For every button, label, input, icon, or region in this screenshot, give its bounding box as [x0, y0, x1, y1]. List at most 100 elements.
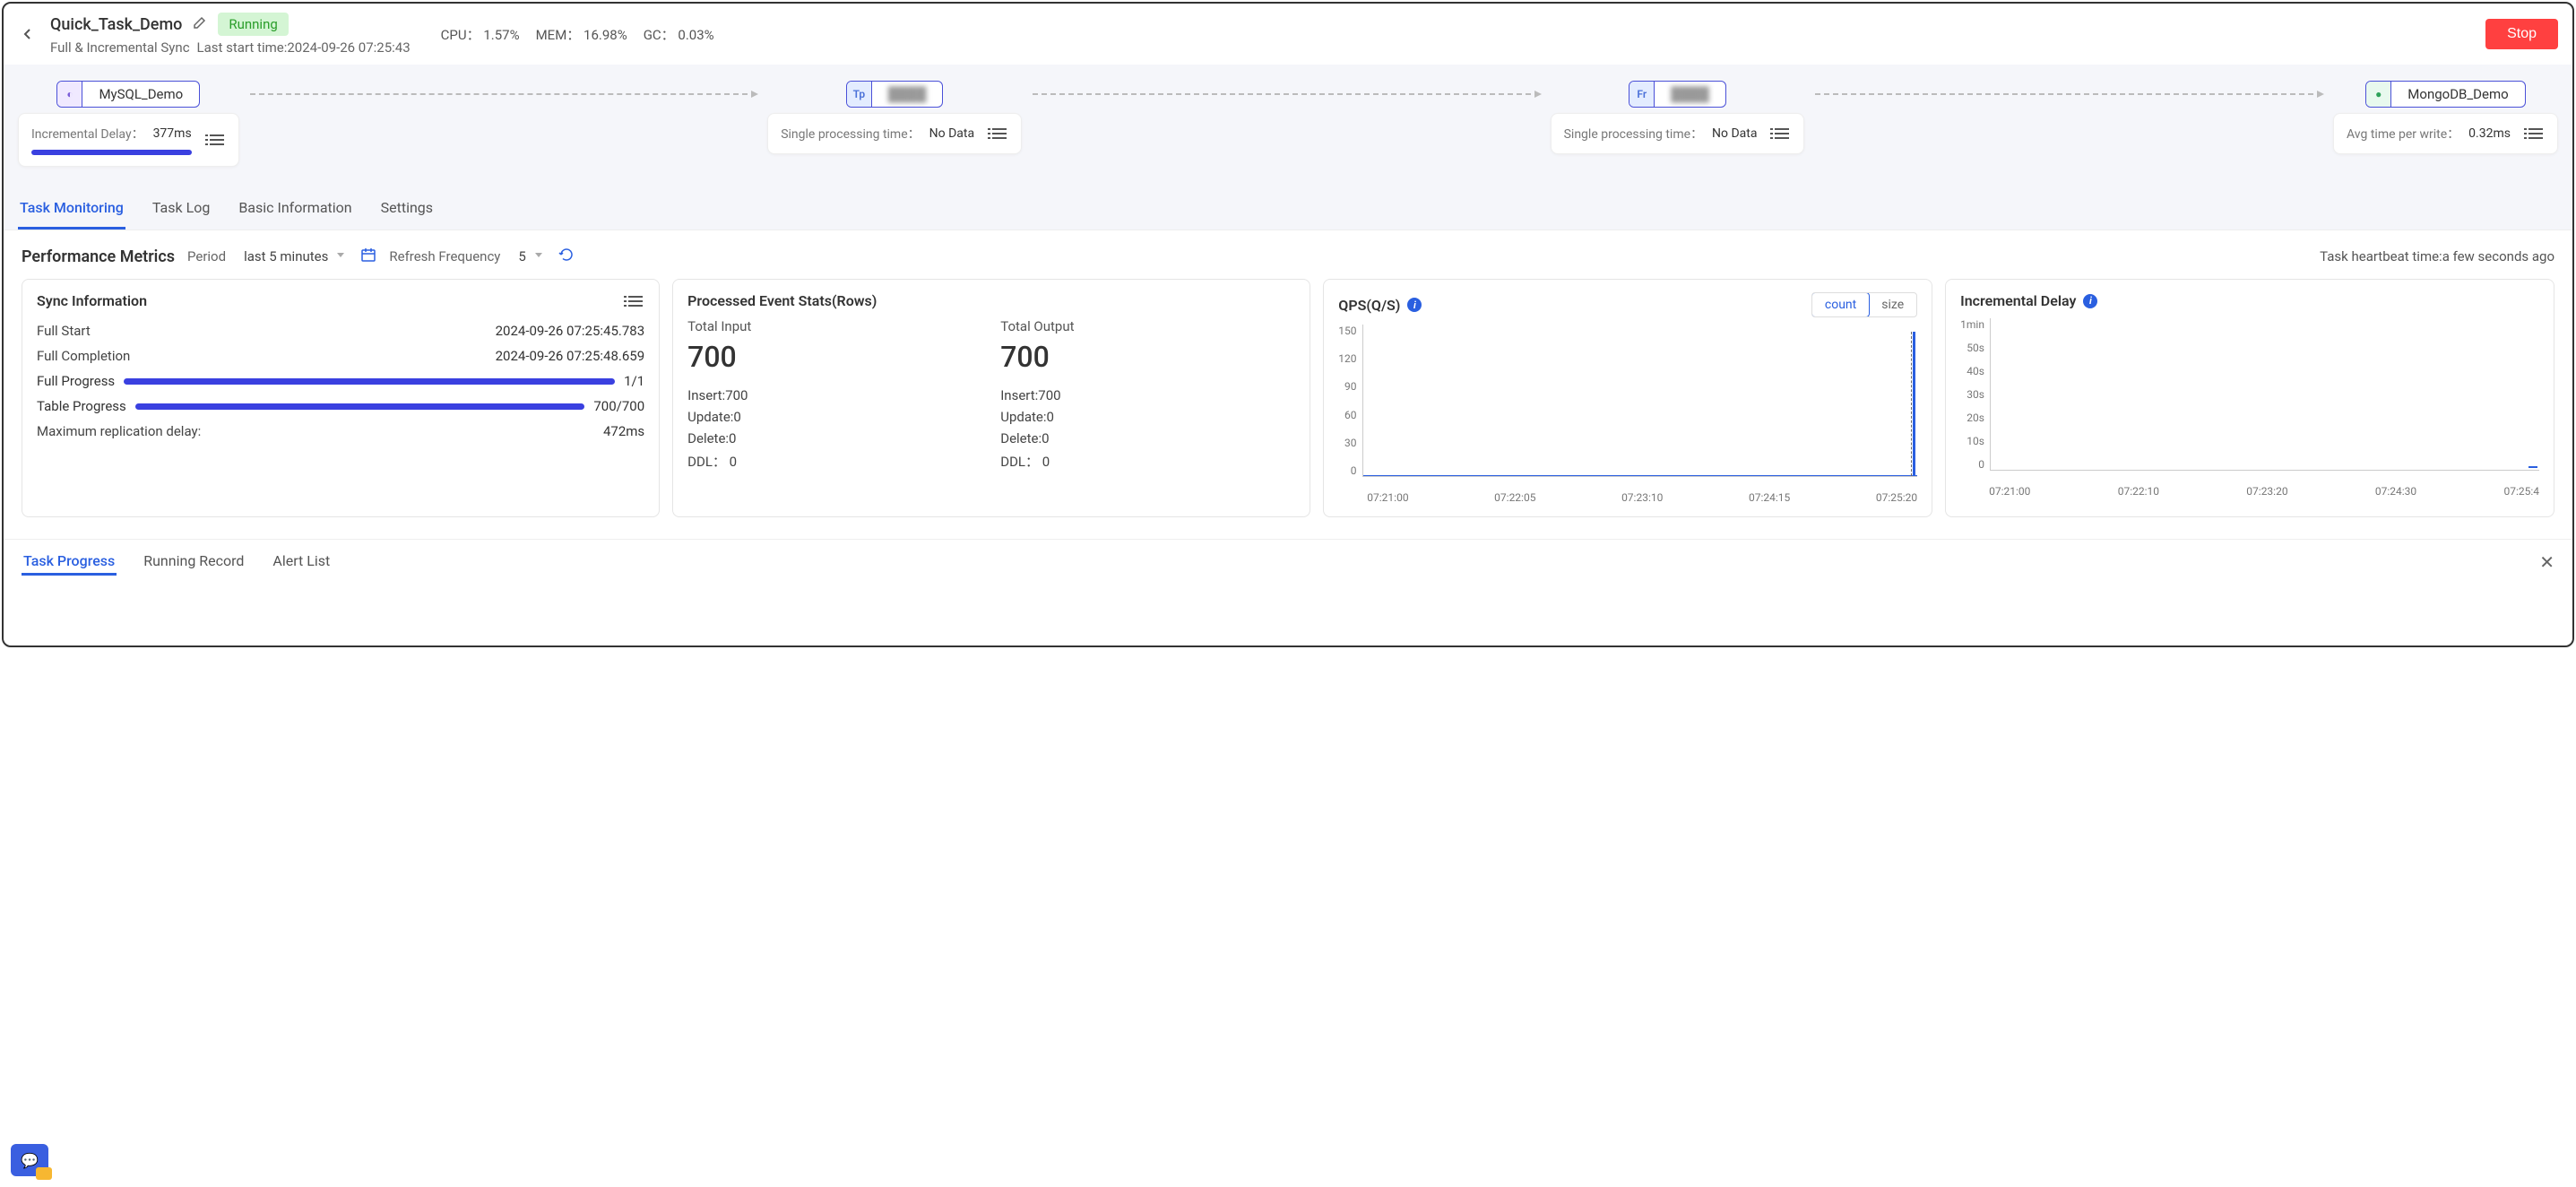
- node-card-tp: Single processing time： No Data: [767, 113, 1022, 154]
- tab-task-log[interactable]: Task Log: [151, 188, 212, 230]
- total-input-label: Total Input: [687, 318, 982, 334]
- menu-icon[interactable]: [208, 133, 226, 147]
- full-start-label: Full Start: [37, 323, 91, 339]
- max-delay-label: Maximum replication delay:: [37, 423, 201, 439]
- full-completion-value: 2024-09-26 07:25:48.659: [496, 348, 645, 364]
- node-chip-tp[interactable]: Tp ████: [846, 81, 944, 108]
- card-incremental-delay: Incremental Delay i 1min 50s 40s 30s 20s…: [1945, 279, 2554, 517]
- heartbeat-status: Task heartbeat time:a few seconds ago: [2320, 248, 2554, 264]
- pipeline-fr: Fr ████ Single processing time： No Data: [1551, 81, 1805, 154]
- menu-icon[interactable]: [2527, 126, 2545, 141]
- node-chip-source[interactable]: ◐ MySQL_Demo: [56, 81, 200, 108]
- event-output-column: Total Output 700 Insert:700 Update:0 Del…: [1000, 318, 1295, 473]
- metrics-toolbar: Performance Metrics Period last 5 minute…: [4, 230, 2572, 279]
- output-update: Update:0: [1000, 406, 1295, 428]
- y-axis: 1min 50s 40s 30s 20s 10s 0: [1960, 318, 1990, 471]
- metrics-cards: Sync Information Full Start2024-09-26 07…: [4, 279, 2572, 532]
- period-label: Period: [187, 248, 226, 264]
- toggle-size[interactable]: size: [1869, 293, 1916, 316]
- metric-value: 377ms: [153, 126, 192, 141]
- qps-chart: 150 120 90 60 30 0 07:21:00 07:22:05 07:…: [1338, 325, 1917, 504]
- node-label: MongoDB_Demo: [2391, 82, 2524, 106]
- edit-icon[interactable]: [193, 15, 207, 33]
- sync-type: Full & Incremental Sync: [50, 39, 190, 56]
- incremental-chart: 1min 50s 40s 30s 20s 10s 0 07:21:00 07:2…: [1960, 318, 2539, 498]
- qps-spike: [1913, 332, 1915, 476]
- mongodb-icon: ●: [2366, 82, 2391, 107]
- chevron-left-icon: [22, 28, 34, 40]
- menu-icon[interactable]: [1773, 126, 1791, 141]
- metric-value: No Data: [1712, 126, 1757, 141]
- node-card-fr: Single processing time： No Data: [1551, 113, 1805, 154]
- btab-task-progress[interactable]: Task Progress: [22, 549, 117, 576]
- node-label: ████: [1655, 82, 1725, 106]
- cpu-stat: CPU： 1.57%: [441, 25, 520, 44]
- menu-icon[interactable]: [990, 126, 1008, 141]
- btab-running-record[interactable]: Running Record: [142, 549, 246, 576]
- period-select[interactable]: last 5 minutes: [238, 245, 348, 268]
- refresh-select[interactable]: 5: [513, 245, 545, 268]
- gc-stat: GC： 0.03%: [644, 25, 714, 44]
- pipeline-target: ● MongoDB_Demo Avg time per write： 0.32m…: [2333, 81, 2558, 154]
- card-title: Processed Event Stats(Rows): [687, 292, 877, 309]
- tab-task-monitoring[interactable]: Task Monitoring: [18, 188, 125, 230]
- arrow-icon: [1815, 93, 2322, 95]
- total-output-label: Total Output: [1000, 318, 1295, 334]
- node-card-source: Incremental Delay： 377ms: [18, 113, 239, 167]
- node-chip-target[interactable]: ● MongoDB_Demo: [2365, 81, 2525, 108]
- output-insert: Insert:700: [1000, 385, 1295, 406]
- qps-cursor: [1911, 332, 1912, 476]
- chat-widget-icon[interactable]: 💬: [11, 1144, 48, 1176]
- toggle-count[interactable]: count: [1811, 292, 1870, 317]
- qps-baseline: [1363, 475, 1918, 476]
- header: Quick_Task_Demo Running Full & Increment…: [4, 4, 2572, 65]
- output-ddl: DDL： 0: [1000, 449, 1295, 473]
- menu-icon[interactable]: [627, 294, 644, 308]
- chart-plot: [1990, 318, 2539, 471]
- pipeline-source: ◐ MySQL_Demo Incremental Delay： 377ms: [18, 81, 239, 167]
- metric-label: Incremental Delay：: [31, 125, 144, 143]
- total-input-value: 700: [687, 340, 982, 374]
- back-button[interactable]: [18, 20, 38, 48]
- btab-alert-list[interactable]: Alert List: [271, 549, 332, 576]
- input-delete: Delete:0: [687, 428, 982, 449]
- node-chip-fr[interactable]: Fr ████: [1629, 81, 1726, 108]
- full-progress-label: Full Progress: [37, 373, 115, 389]
- event-input-column: Total Input 700 Insert:700 Update:0 Dele…: [687, 318, 982, 473]
- input-ddl: DDL： 0: [687, 449, 982, 473]
- full-progress-bar: [124, 378, 615, 385]
- metric-label: Single processing time：: [781, 125, 920, 143]
- table-progress-bar: [135, 403, 585, 410]
- pipeline: ◐ MySQL_Demo Incremental Delay： 377ms Tp…: [4, 65, 2572, 188]
- tabs: Task Monitoring Task Log Basic Informati…: [4, 188, 2572, 230]
- tab-basic-information[interactable]: Basic Information: [237, 188, 353, 230]
- info-icon[interactable]: i: [2083, 294, 2097, 308]
- metric-label: Avg time per write：: [2347, 125, 2459, 143]
- node-card-target: Avg time per write： 0.32ms: [2333, 113, 2558, 154]
- input-insert: Insert:700: [687, 385, 982, 406]
- status-badge: Running: [218, 13, 288, 36]
- tab-settings[interactable]: Settings: [379, 188, 435, 230]
- calendar-icon[interactable]: [360, 247, 376, 267]
- pipeline-tp: Tp ████ Single processing time： No Data: [767, 81, 1022, 154]
- output-delete: Delete:0: [1000, 428, 1295, 449]
- progress-bar: [31, 150, 192, 155]
- metric-value: No Data: [929, 126, 974, 141]
- card-event-stats: Processed Event Stats(Rows) Total Input …: [672, 279, 1310, 517]
- full-completion-label: Full Completion: [37, 348, 130, 364]
- node-label: ████: [872, 82, 943, 106]
- task-title: Quick_Task_Demo: [50, 15, 182, 34]
- close-icon[interactable]: ✕: [2539, 551, 2554, 573]
- info-icon[interactable]: i: [1407, 298, 1422, 312]
- arrow-icon: [1033, 93, 1540, 95]
- full-start-value: 2024-09-26 07:25:45.783: [496, 323, 645, 339]
- card-qps: QPS(Q/S) i count size 150 120 90 60 30 0: [1323, 279, 1932, 517]
- stop-button[interactable]: Stop: [2485, 19, 2558, 49]
- qps-toggle: count size: [1811, 292, 1917, 317]
- node-label: MySQL_Demo: [82, 82, 199, 106]
- table-progress-value: 700/700: [593, 398, 644, 414]
- card-title: Incremental Delay: [1960, 292, 2076, 309]
- y-axis: 150 120 90 60 30 0: [1338, 325, 1361, 477]
- refresh-icon[interactable]: [558, 247, 575, 267]
- mem-stat: MEM： 16.98%: [536, 25, 627, 44]
